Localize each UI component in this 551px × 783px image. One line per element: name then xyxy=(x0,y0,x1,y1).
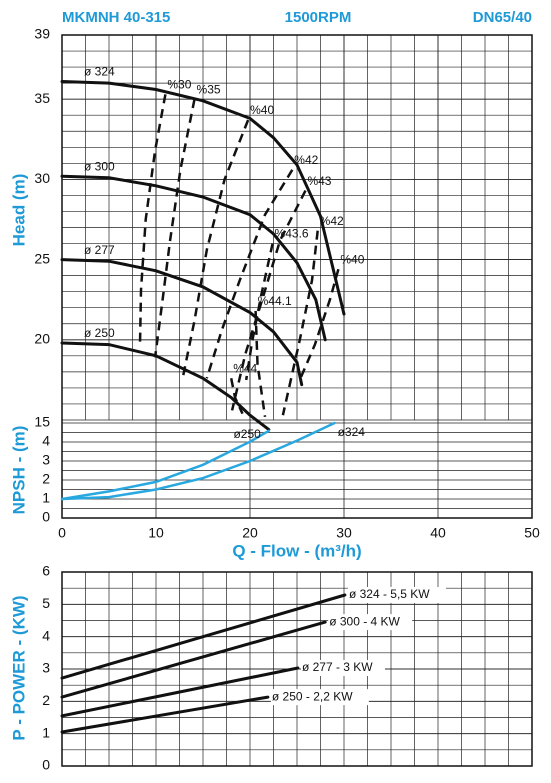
label-bg xyxy=(347,586,446,603)
y-tick-label: 0 xyxy=(42,509,50,525)
x-tick-label: 50 xyxy=(524,525,540,541)
x-axis-title: Q - Flow - (m³/h) xyxy=(232,541,361,560)
curve xyxy=(60,620,327,699)
efficiency-label: %43 xyxy=(307,174,331,188)
efficiency-curve xyxy=(153,98,196,358)
npsh-axis-title: NPSH - (m) xyxy=(9,426,28,515)
y-tick-label: 25 xyxy=(34,250,50,266)
head-axis-title: Head (m) xyxy=(9,174,28,247)
y-tick-label: 1 xyxy=(42,724,50,740)
speed: 1500RPM xyxy=(285,9,352,26)
curve xyxy=(60,666,300,718)
efficiency-label: %40 xyxy=(250,103,274,117)
y-tick-label: 35 xyxy=(34,90,50,106)
x-tick-label: 0 xyxy=(58,525,66,541)
curve xyxy=(60,421,336,501)
curve-label: ø 300 xyxy=(84,159,115,173)
curve xyxy=(60,80,346,316)
x-tick-label: 40 xyxy=(430,525,446,541)
y-tick-label: 3 xyxy=(42,452,50,468)
x-tick-label: 20 xyxy=(242,525,258,541)
label-bg xyxy=(300,660,385,677)
y-tick-label: 1 xyxy=(42,490,50,506)
y-tick-label: 6 xyxy=(42,563,50,579)
efficiency-curve xyxy=(298,268,340,381)
curve xyxy=(60,258,304,387)
curve-label: ø 324 - 5,5 KW xyxy=(349,587,430,601)
efficiency-curve xyxy=(281,230,319,416)
curve-label: ø 300 - 4 KW xyxy=(329,614,400,628)
efficiency-curve xyxy=(182,119,250,376)
y-tick-label: 4 xyxy=(42,627,50,643)
y-tick-label: 4 xyxy=(42,433,50,449)
curve xyxy=(60,695,270,734)
y-tick-label: 30 xyxy=(34,170,50,186)
x-tick-label: 10 xyxy=(148,525,164,541)
y-tick-label: 3 xyxy=(42,660,50,676)
efficiency-label: %42 xyxy=(320,214,344,228)
upper-frame xyxy=(61,34,533,519)
curve-label: ø 277 - 3 KW xyxy=(302,660,373,674)
efficiency-curve xyxy=(229,378,244,415)
y-tick-label: 15 xyxy=(34,414,50,430)
efficiency-label: %40 xyxy=(340,252,364,266)
efficiency-label: %35 xyxy=(197,82,221,96)
power-axis-title: P - POWER - (KW) xyxy=(9,595,28,740)
connection: DN65/40 xyxy=(473,9,532,26)
curve xyxy=(60,593,347,680)
efficiency-label: %43.6 xyxy=(275,227,309,241)
efficiency-label: %30 xyxy=(167,78,191,92)
label-bg xyxy=(328,614,413,631)
y-tick-label: 2 xyxy=(42,692,50,708)
efficiency-curve xyxy=(205,169,294,379)
y-tick-label: 5 xyxy=(42,595,50,611)
x-tick-label: 30 xyxy=(336,525,352,541)
efficiency-label: %42 xyxy=(294,153,318,167)
curve-label: ø324 xyxy=(338,425,366,439)
model: MKMNH 40-315 xyxy=(62,9,170,26)
curve-label: ø 277 xyxy=(84,243,115,257)
curve-label: ø250 xyxy=(233,427,261,441)
curve xyxy=(60,174,327,342)
curve-label: ø 250 - 2,2 KW xyxy=(272,689,353,703)
y-tick-label: 2 xyxy=(42,471,50,487)
curve xyxy=(60,341,271,432)
efficiency-curve xyxy=(138,94,167,345)
y-tick-label: 20 xyxy=(34,330,50,346)
power-frame xyxy=(61,571,533,767)
efficiency-curve xyxy=(230,190,307,411)
curve-label: ø 324 xyxy=(84,65,115,79)
curve xyxy=(60,429,271,501)
efficiency-label: %44.1 xyxy=(258,294,292,308)
efficiency-label: %44 xyxy=(233,361,257,375)
y-tick-label: 39 xyxy=(34,26,50,42)
y-tick-label: 0 xyxy=(42,757,50,773)
efficiency-curve xyxy=(254,310,267,417)
label-bg xyxy=(270,689,369,706)
curve-label: ø 250 xyxy=(84,326,115,340)
